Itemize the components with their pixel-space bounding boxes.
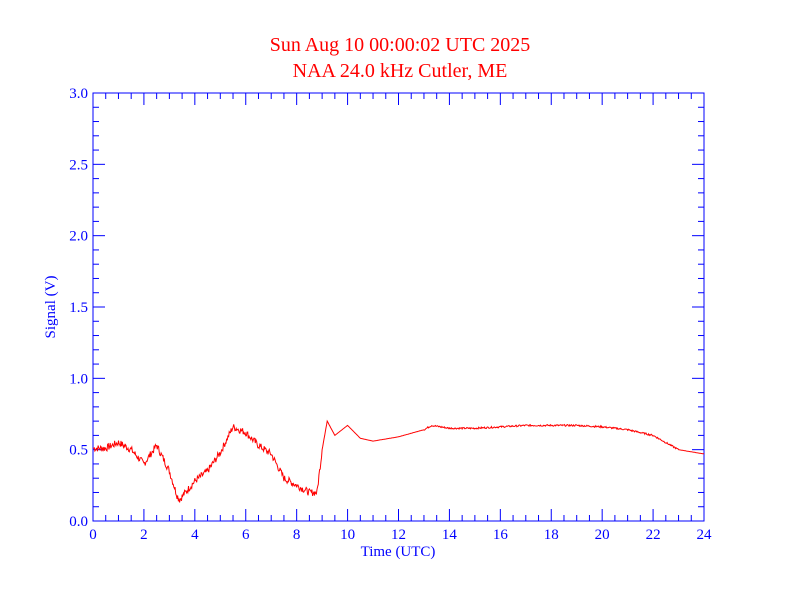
y-tick-label: 0.5 <box>69 443 88 459</box>
x-tick-label: 0 <box>89 527 97 543</box>
x-tick-label: 18 <box>544 527 559 543</box>
x-tick-label: 8 <box>293 527 301 543</box>
x-tick-label: 12 <box>391 527 406 543</box>
x-tick-label: 20 <box>595 527 610 543</box>
chart-subtitle: NAA 24.0 kHz Cutler, ME <box>293 60 508 82</box>
x-tick-labels: 0 2 4 6 8 10 12 14 16 18 20 22 24 <box>89 527 712 543</box>
y-tick-label: 1.0 <box>69 371 88 387</box>
x-tick-label: 10 <box>340 527 355 543</box>
y-tick-label: 2.5 <box>69 157 88 173</box>
y-tick-label: 3.0 <box>69 86 88 102</box>
chart-title: Sun Aug 10 00:00:02 UTC 2025 <box>270 34 531 56</box>
y-axis-label: Signal (V) <box>43 276 59 339</box>
x-axis-label: Time (UTC) <box>361 544 436 560</box>
plot-frame <box>92 92 705 522</box>
x-tick-label: 4 <box>191 527 199 543</box>
x-tick-label: 2 <box>140 527 148 543</box>
y-tick-labels: 0.0 0.5 1.0 1.5 2.0 2.5 3.0 <box>69 86 88 530</box>
axis-ticks <box>92 92 705 522</box>
x-tick-label: 16 <box>493 527 509 543</box>
x-tick-label: 24 <box>697 527 713 543</box>
y-tick-label: 2.0 <box>69 229 88 245</box>
y-tick-label: 1.5 <box>69 300 88 316</box>
x-tick-label: 22 <box>646 527 661 543</box>
signal-series-line <box>92 419 705 503</box>
y-tick-label: 0.0 <box>69 514 88 530</box>
x-tick-label: 14 <box>442 527 458 543</box>
x-tick-label: 6 <box>242 527 250 543</box>
